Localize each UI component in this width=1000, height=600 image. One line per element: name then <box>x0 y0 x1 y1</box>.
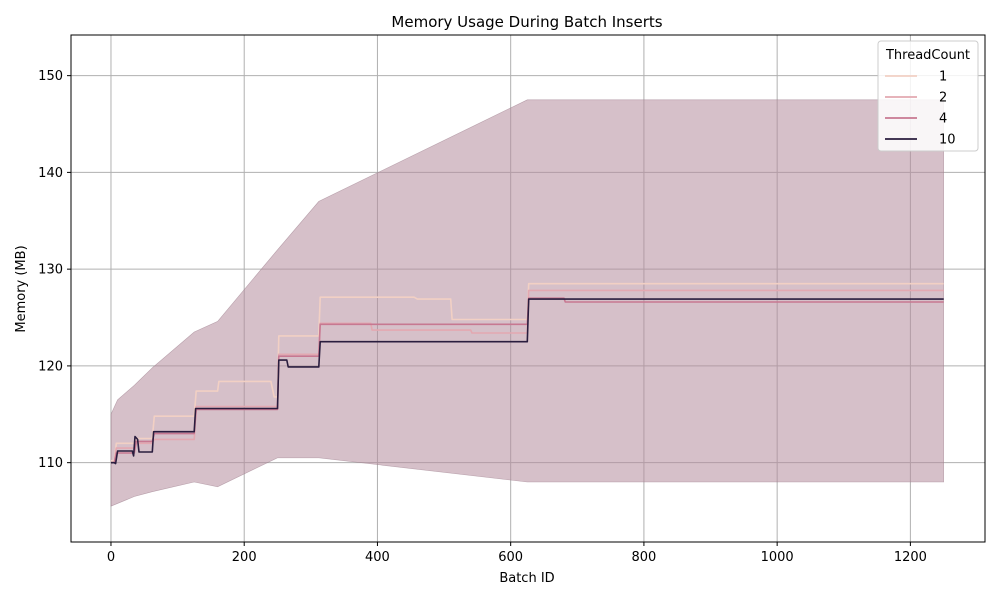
legend-label-10: 10 <box>939 133 956 148</box>
legend-box <box>877 40 979 152</box>
series-line-10 <box>111 298 944 465</box>
x-tick-label: 600 <box>498 550 523 565</box>
x-tick-label: 200 <box>232 550 257 565</box>
x-tick-label: 0 <box>107 550 115 565</box>
series-line-1 <box>111 282 944 462</box>
x-tick-label: 1000 <box>761 550 794 565</box>
legend-title: ThreadCount <box>885 48 970 63</box>
chart-title: Memory Usage During Batch Inserts <box>391 13 662 31</box>
y-tick-label: 110 <box>38 456 63 471</box>
plot-frame <box>70 34 986 543</box>
y-tick-label: 130 <box>38 263 63 278</box>
y-tick-label: 120 <box>38 359 63 374</box>
y-axis-label: Memory (MB) <box>14 245 29 332</box>
legend: ThreadCount 1 2 4 10 <box>877 40 979 152</box>
plot-area <box>71 35 985 542</box>
x-tick-label: 800 <box>632 550 657 565</box>
x-tick-label: 1200 <box>894 550 927 565</box>
x-tick-label: 400 <box>365 550 390 565</box>
legend-label-1: 1 <box>939 70 947 85</box>
legend-label-4: 4 <box>939 112 947 127</box>
x-axis-label: Batch ID <box>499 571 554 586</box>
y-tick-label: 140 <box>38 166 63 181</box>
y-tick-label: 150 <box>38 69 63 84</box>
legend-label-2: 2 <box>939 91 947 106</box>
series-line-4 <box>111 297 944 464</box>
